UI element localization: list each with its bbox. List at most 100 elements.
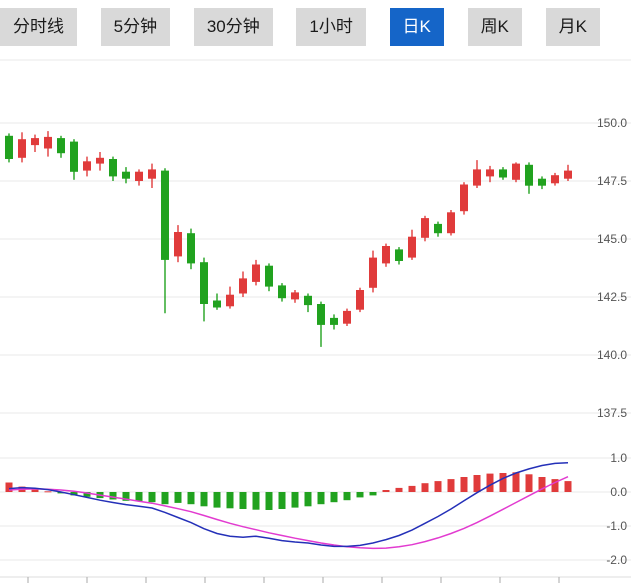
macd-axis-label: -1.0 (606, 519, 627, 533)
macd-histogram-bar (317, 492, 325, 505)
candle-body (109, 159, 117, 177)
candle-body (473, 169, 481, 186)
candle-body (148, 169, 156, 179)
candle-body (252, 264, 260, 282)
timeframe-toolbar: 分时线 5分钟 30分钟 1小时 日K 周K 月K (0, 8, 600, 46)
macd-histogram-bar (161, 492, 169, 505)
macd-histogram-bar (148, 492, 156, 503)
macd-histogram-bar (525, 474, 533, 492)
macd-histogram-bar (369, 492, 377, 496)
candle-body (200, 262, 208, 304)
macd-histogram-bar (213, 492, 221, 508)
candle-body (96, 157, 104, 164)
candle-body (70, 141, 78, 172)
tab-monthly-k[interactable]: 月K (545, 8, 600, 46)
macd-histogram-bar (174, 492, 182, 503)
macd-histogram-bar (70, 492, 78, 496)
tab-30min[interactable]: 30分钟 (193, 8, 273, 46)
candle-body (408, 236, 416, 258)
candle-body (57, 138, 65, 154)
candle-body (31, 138, 39, 146)
tab-weekly-k[interactable]: 周K (467, 8, 522, 46)
price-axis-label: 147.5 (597, 174, 627, 188)
macd-histogram-bar (44, 491, 52, 493)
candle-body (369, 257, 377, 288)
candle-body (265, 265, 273, 287)
macd-histogram-bar (538, 477, 546, 492)
candle-body (278, 285, 286, 299)
candle-body (512, 163, 520, 180)
macd-histogram-bar (135, 492, 143, 502)
price-axis-label: 145.0 (597, 232, 627, 246)
candle-body (5, 135, 13, 159)
candle-body (499, 169, 507, 178)
macd-histogram-bar (83, 492, 91, 497)
tab-daily-k[interactable]: 日K (389, 8, 444, 46)
macd-histogram-bar (551, 479, 559, 492)
price-axis-label: 140.0 (597, 348, 627, 362)
macd-histogram-bar (239, 492, 247, 509)
macd-histogram-bar (408, 485, 416, 492)
candle-body (187, 233, 195, 264)
candle-body (486, 169, 494, 177)
macd-histogram-bar (434, 481, 442, 492)
candle-body (122, 171, 130, 179)
candle-body (239, 278, 247, 294)
macd-histogram-bar (291, 492, 299, 508)
macd-axis-label: -2.0 (606, 553, 627, 567)
macd-histogram-bar (31, 489, 39, 492)
macd-histogram-bar (486, 473, 494, 492)
macd-histogram-bar (5, 482, 13, 492)
candle-body (551, 175, 559, 184)
candle-body (135, 171, 143, 181)
price-axis-label: 142.5 (597, 290, 627, 304)
candle-body (83, 161, 91, 171)
candle-body (291, 292, 299, 300)
macd-histogram-bar (252, 492, 260, 510)
macd-histogram-bar (187, 492, 195, 505)
macd-histogram-bar (109, 492, 117, 500)
macd-histogram-bar (395, 487, 403, 492)
macd-histogram-bar (382, 490, 390, 492)
candle-body (382, 246, 390, 264)
macd-axis-label: 0.0 (610, 485, 627, 499)
macd-histogram-bar (330, 492, 338, 503)
candle-body (18, 139, 26, 158)
candle-body (356, 290, 364, 310)
candle-body (213, 300, 221, 308)
tab-1hour[interactable]: 1小时 (296, 8, 366, 46)
macd-histogram-bar (278, 492, 286, 509)
macd-histogram-bar (226, 492, 234, 509)
candle-body (564, 170, 572, 179)
candle-body (538, 178, 546, 186)
candle-body (421, 218, 429, 238)
macd-histogram-bar (460, 477, 468, 492)
candle-body (525, 164, 533, 186)
candle-body (343, 310, 351, 324)
macd-histogram-bar (200, 492, 208, 507)
candle-body (226, 294, 234, 307)
macd-histogram-bar (356, 492, 364, 498)
candle-body (434, 223, 442, 234)
tab-timeline[interactable]: 分时线 (0, 8, 77, 46)
price-axis-label: 137.5 (597, 406, 627, 420)
macd-histogram-bar (499, 473, 507, 492)
candle-body (161, 170, 169, 260)
candle-body (330, 317, 338, 325)
macd-axis-label: 1.0 (610, 451, 627, 465)
macd-histogram-bar (564, 481, 572, 492)
candle-body (447, 212, 455, 234)
candle-body (44, 136, 52, 149)
macd-histogram-bar (421, 483, 429, 492)
tab-5min[interactable]: 5分钟 (100, 8, 171, 46)
candle-body (395, 249, 403, 261)
macd-histogram-bar (447, 479, 455, 492)
candle-body (304, 295, 312, 306)
candle-body (460, 184, 468, 212)
macd-histogram-bar (122, 492, 130, 501)
dea-line (8, 476, 569, 550)
dif-line (8, 462, 569, 548)
macd-histogram-bar (512, 472, 520, 492)
macd-histogram-bar (265, 492, 273, 510)
